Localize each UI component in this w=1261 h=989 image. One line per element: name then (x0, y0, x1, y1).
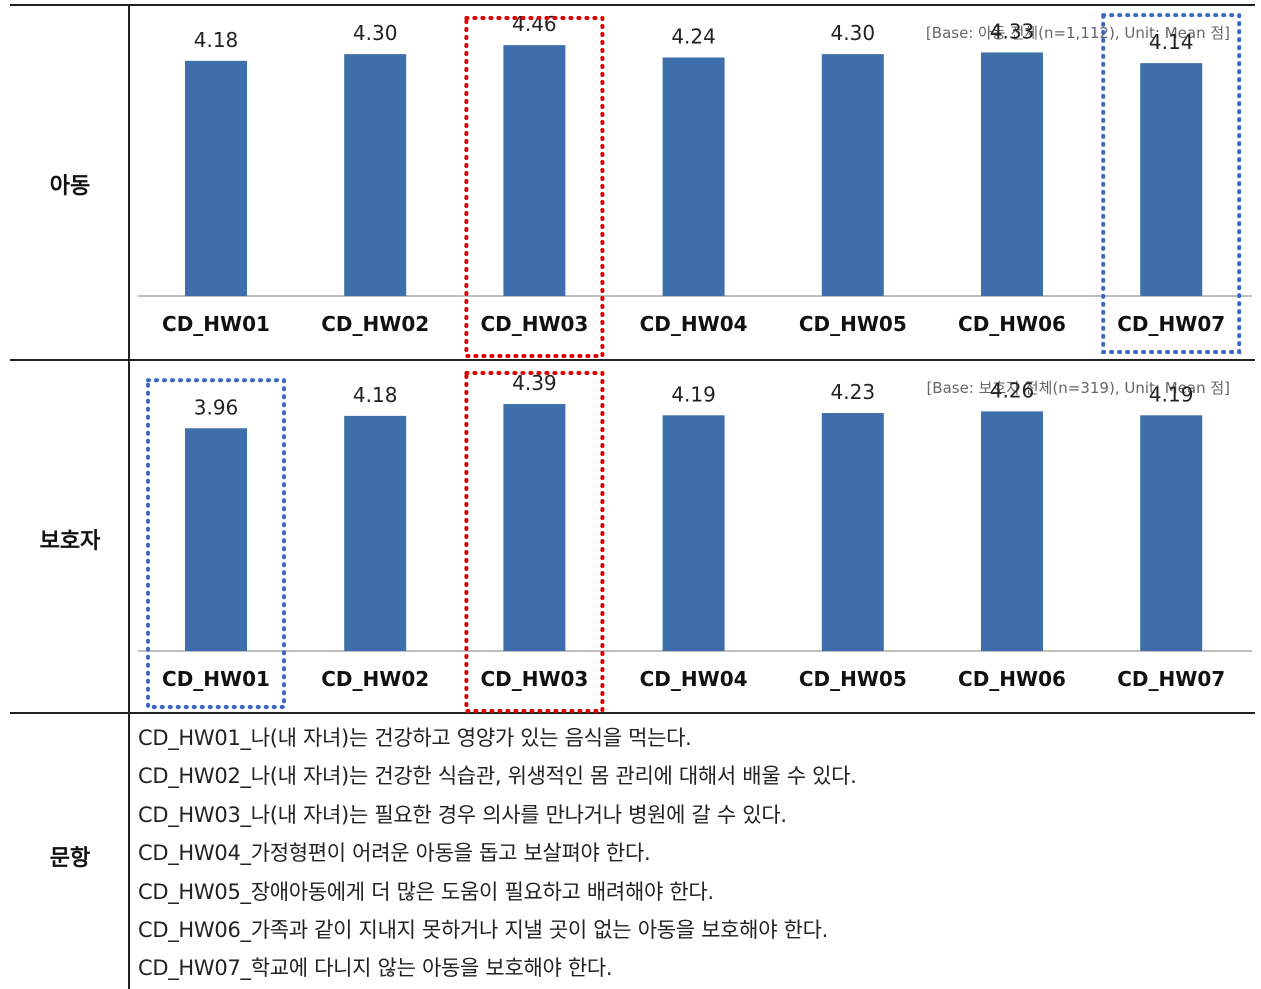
bar-cd-hw04 (662, 57, 725, 296)
bar-cd-hw01 (185, 428, 247, 651)
row-label-guardian: 보호자 (39, 529, 101, 554)
category-label: CD_HW07 (1117, 667, 1225, 691)
item-list: CD_HW01_나(내 자녀)는 건강하고 영양가 있는 음식을 먹는다. CD… (138, 719, 1253, 988)
bar-cd-hw06 (981, 411, 1043, 651)
bar-cd-hw05 (821, 54, 884, 296)
item-text: CD_HW02_나(내 자녀)는 건강한 식습관, 위생적인 몸 관리에 대해서… (138, 764, 857, 789)
bar-cd-hw05 (821, 413, 884, 651)
item-text: CD_HW04_가정형편이 어려운 아동을 돕고 보살펴야 한다. (138, 841, 651, 866)
category-label: CD_HW02 (321, 667, 429, 691)
child-bar-chart: [Base: 아동 전체(n=1,112), Unit: Mean 점] 4.18… (138, 12, 1252, 358)
category-label: CD_HW06 (958, 312, 1066, 336)
bar-cd-hw04 (662, 415, 725, 651)
guardian-bar-chart: [Base: 보호자 전체(n=319), Unit: Mean 점] 3.96 C… (138, 371, 1252, 713)
data-label: 4.46 (512, 12, 557, 36)
category-label: CD_HW04 (640, 667, 748, 691)
data-label: 4.30 (831, 21, 876, 45)
data-label: 3.96 (194, 395, 239, 419)
label-column-divider (128, 4, 130, 989)
data-label: 4.18 (353, 383, 398, 407)
category-label: CD_HW03 (480, 312, 588, 336)
bar-cd-hw06 (981, 52, 1043, 296)
data-label: 4.19 (671, 382, 716, 406)
row-divider-2 (10, 712, 1255, 714)
data-label: 4.26 (990, 378, 1035, 402)
category-label: CD_HW06 (958, 667, 1066, 691)
data-label: 4.19 (1149, 382, 1194, 406)
category-label: CD_HW01 (162, 667, 270, 691)
data-label: 4.14 (1149, 30, 1194, 54)
bar-cd-hw07 (1140, 415, 1203, 651)
row-label-child: 아동 (49, 174, 91, 199)
category-label: CD_HW02 (321, 312, 429, 336)
item-text: CD_HW07_학교에 다니지 않는 아동을 보호해야 한다. (138, 956, 613, 981)
category-label: CD_HW04 (640, 312, 748, 336)
bar-cd-hw02 (344, 415, 407, 651)
data-label: 4.23 (831, 380, 876, 404)
table-top-border (10, 4, 1255, 6)
bar-cd-hw03 (503, 404, 566, 651)
category-label: CD_HW01 (162, 312, 270, 336)
base-note: [Base: 보호자 전체(n=319), Unit: Mean 점] (926, 379, 1230, 397)
item-text: CD_HW01_나(내 자녀)는 건강하고 영양가 있는 음식을 먹는다. (138, 726, 692, 750)
data-label: 4.33 (990, 19, 1035, 43)
min-highlight-box (1101, 13, 1242, 354)
bar-cd-hw01 (185, 60, 247, 296)
data-label: 4.24 (671, 25, 716, 49)
max-highlight-box (464, 16, 605, 358)
category-label: CD_HW07 (1117, 312, 1225, 336)
data-label: 4.18 (194, 28, 239, 52)
bar-cd-hw07 (1140, 63, 1203, 296)
row-divider-1 (10, 359, 1255, 361)
data-label: 4.30 (353, 21, 398, 45)
data-label: 4.39 (512, 371, 557, 395)
bar-cd-hw03 (503, 45, 566, 296)
item-text: CD_HW06_가족과 같이 지내지 못하거나 지낼 곳이 없는 아동을 보호해… (138, 917, 829, 942)
row-label-items: 문항 (49, 846, 91, 871)
base-note: [Base: 아동 전체(n=1,112), Unit: Mean 점] (926, 24, 1230, 42)
item-text: CD_HW03_나(내 자녀)는 필요한 경우 의사를 만나거나 병원에 갈 수… (138, 802, 787, 827)
min-highlight-box (146, 378, 286, 709)
category-label: CD_HW05 (799, 312, 907, 336)
item-text: CD_HW05_장애아동에게 더 많은 도움이 필요하고 배려해야 한다. (138, 879, 714, 904)
category-label: CD_HW03 (480, 667, 588, 691)
category-label: CD_HW05 (799, 667, 907, 691)
max-highlight-box (464, 371, 605, 713)
bar-cd-hw02 (344, 54, 407, 296)
